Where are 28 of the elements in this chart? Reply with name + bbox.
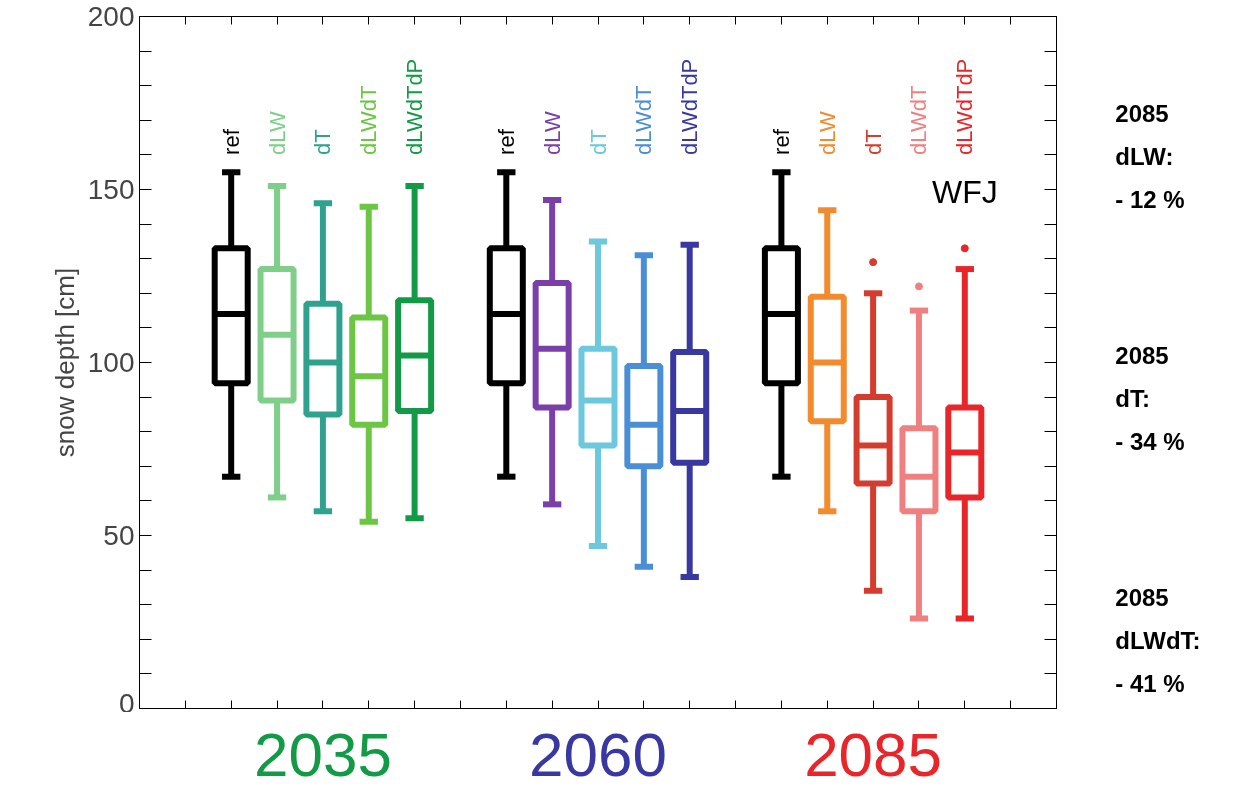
y-tick-label: 50	[103, 520, 135, 551]
text: 2085 dLWdT: - 41 %	[1115, 583, 1201, 698]
y-tick-label: 100	[87, 347, 135, 378]
x-tick-label: dLW	[539, 111, 565, 155]
x-tick-label: dT	[585, 129, 611, 155]
text: 2085 dLW: - 12 %	[1115, 99, 1185, 213]
x-tick-label: dLWdT	[631, 85, 657, 155]
x-tick-label: dLW	[814, 111, 840, 155]
x-tick-label: dLWdT	[906, 85, 932, 155]
text: 2085 dT: - 34 %	[1115, 341, 1185, 456]
text: 2060	[529, 720, 667, 789]
x-tick-label: dLW	[264, 111, 290, 155]
x-tick-label: ref	[493, 128, 519, 155]
x-tick-label: dLWdTdP	[952, 58, 978, 155]
y-tick-label: 200	[87, 1, 135, 32]
y-tick-label: 0	[118, 687, 135, 719]
x-tick-label: dLWdTdP	[677, 58, 703, 155]
y-axis-title: snow depth [cm]	[49, 267, 80, 458]
text: 2035	[253, 720, 392, 789]
annotation: WFJ	[931, 174, 998, 211]
x-tick-label: dT	[860, 129, 886, 155]
x-tick-label: dLWdTdP	[402, 58, 428, 155]
x-tick-label: dT	[310, 129, 336, 155]
y-tick-label: 150	[87, 174, 135, 205]
text: 2085	[804, 720, 943, 789]
x-tick-label: dLWdT	[356, 85, 382, 155]
x-tick-label: ref	[218, 128, 244, 155]
x-tick-label: ref	[768, 128, 794, 155]
